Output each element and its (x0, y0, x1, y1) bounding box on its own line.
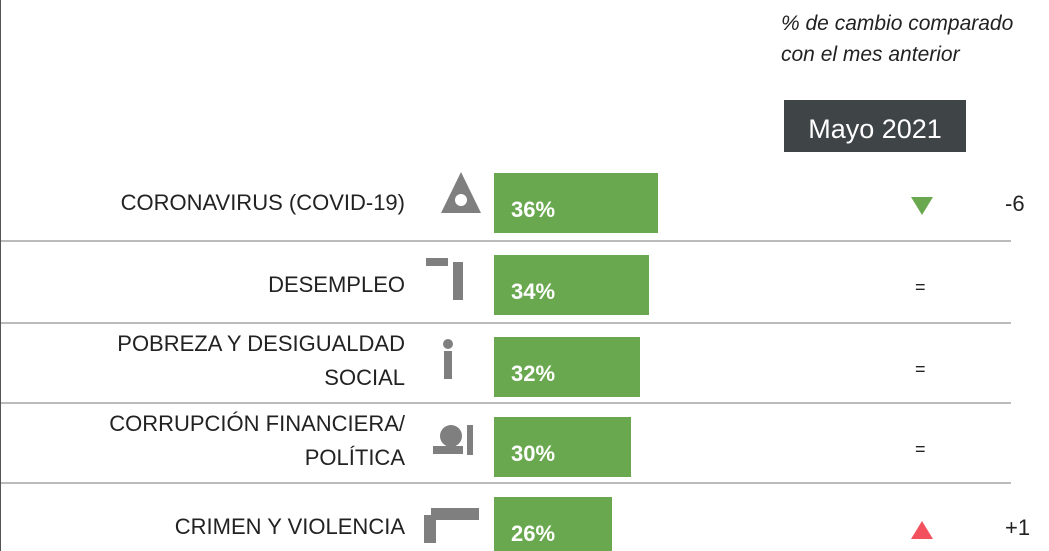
category-label: POBREZA Y DESIGUALDAD SOCIAL (117, 331, 405, 390)
period-badge: Mayo 2021 (784, 100, 966, 152)
value-label: 26% (511, 521, 556, 546)
icon-hand-3 (467, 425, 473, 455)
bar (494, 173, 658, 233)
value-label: 32% (511, 361, 556, 386)
icon-poor-body (444, 351, 452, 379)
icon-person (453, 262, 463, 300)
row-separator (1, 402, 1011, 404)
bar (494, 417, 631, 477)
category-label: CORRUPCIÓN FINANCIERA/ POLÍTICA (109, 411, 405, 470)
change-label: -6 (1005, 191, 1025, 216)
change-arrow (911, 521, 933, 539)
row-separator (1, 240, 1011, 242)
icon-biohazard-center (455, 194, 467, 206)
icon-gun-barrel (431, 508, 479, 520)
row-separator (1, 482, 1011, 484)
bar (494, 255, 649, 315)
icon-poor-head (443, 339, 453, 349)
icons-group (424, 172, 481, 543)
value-label: 36% (511, 197, 556, 222)
icon-biohazard (441, 172, 481, 213)
icon-hand (426, 258, 448, 266)
value-label: 30% (511, 441, 556, 466)
change-label: = (915, 359, 926, 379)
icon-gun-grip (424, 515, 436, 543)
change-arrow (911, 197, 933, 215)
change-label: +1 (1005, 515, 1031, 540)
change-label: = (915, 439, 926, 459)
icon-hand-2 (433, 446, 463, 454)
chart-title: % de cambio comparado con el mes anterio… (781, 12, 1014, 66)
icon-moneybag (440, 425, 462, 447)
category-label: CRIMEN Y VIOLENCIA (174, 514, 405, 539)
category-label: DESEMPLEO (268, 272, 405, 297)
category-label: CORONAVIRUS (COVID-19) (120, 190, 405, 215)
bar (494, 337, 640, 397)
value-label: 34% (511, 279, 556, 304)
change-label: = (915, 277, 926, 297)
row-separator (1, 322, 1011, 324)
bar (494, 497, 613, 551)
